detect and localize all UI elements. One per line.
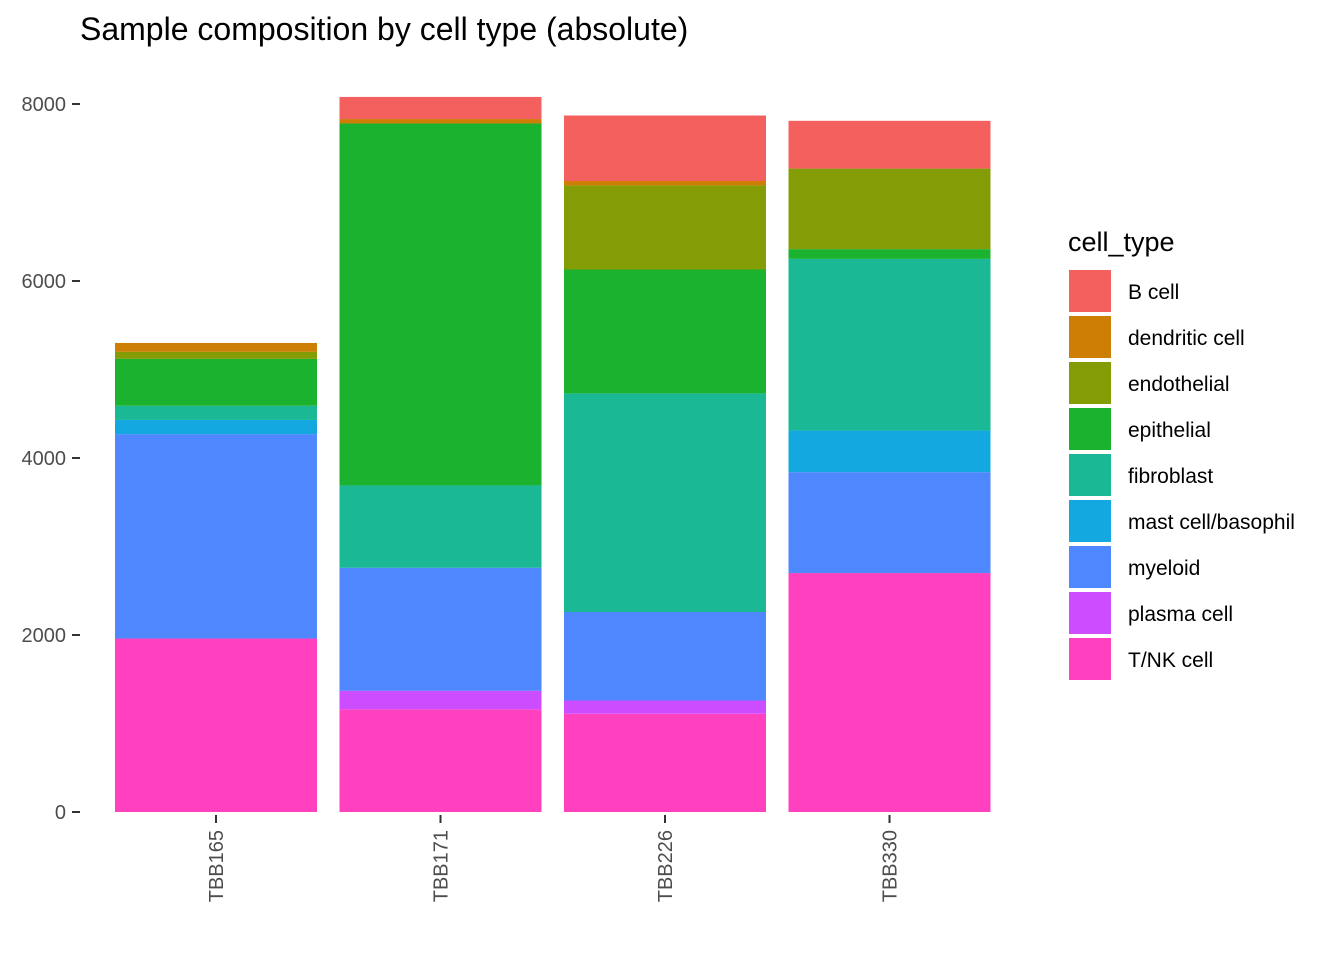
bar-segment-b-cell [564,115,766,181]
y-tick-label: 6000 [22,271,67,293]
legend-title: cell_type [1068,227,1175,257]
legend-label: fibroblast [1128,465,1213,488]
bar-segment-fibroblast [564,393,766,612]
legend-swatch [1069,270,1111,312]
legend-item: fibroblast [1069,454,1213,496]
bar-segment-t-nk-cell [788,573,991,812]
bar-segment-fibroblast [339,485,542,568]
y-tick-label: 8000 [22,94,67,116]
bar-stack-TBB171 [339,96,542,812]
y-tick-label: 2000 [22,625,67,647]
y-tick-label: 4000 [22,448,67,470]
y-tick-label: 0 [55,802,66,824]
legend-item: dendritic cell [1069,316,1245,358]
y-axis: 0 2000 4000 6000 8000 [22,94,80,824]
legend-swatch [1069,592,1111,634]
x-tick-label: TBB330 [880,830,902,902]
bar-stack-TBB330 [788,120,991,812]
bar-segment-b-cell [788,120,991,169]
x-axis: TBB165 TBB171 TBB226 TBB330 [206,815,902,902]
bar-segment-epithelial [339,123,542,486]
bar-segment-endothelial [115,351,317,359]
bar-stack-TBB165 [115,342,317,812]
x-tick-label: TBB171 [431,830,453,902]
bar-segment-t-nk-cell [339,709,542,812]
legend-swatch [1069,454,1111,496]
legend-item: T/NK cell [1069,638,1213,680]
legend-item: endothelial [1069,362,1230,404]
x-tick-label: TBB226 [655,830,677,902]
bars [115,96,991,812]
chart-title: Sample composition by cell type (absolut… [80,11,688,47]
legend-label: mast cell/basophil [1128,511,1295,534]
legend: cell_type B cell dendritic cell endothelia… [1068,227,1295,680]
bar-segment-mast-cell-basophil [788,430,991,473]
legend-item: plasma cell [1069,592,1233,634]
bar-segment-myeloid [564,611,766,701]
bar-segment-plasma-cell [564,700,766,714]
legend-item: B cell [1069,270,1179,312]
bar-segment-epithelial [115,358,317,406]
bar-segment-fibroblast [115,405,317,420]
bar-segment-b-cell [339,96,542,120]
bar-segment-endothelial [788,168,991,250]
bar-stack-TBB226 [564,115,766,812]
legend-swatch [1069,638,1111,680]
legend-item: myeloid [1069,546,1200,588]
legend-swatch [1069,500,1111,542]
x-tick-label: TBB165 [206,830,228,902]
bar-segment-t-nk-cell [564,713,766,812]
legend-label: epithelial [1128,419,1211,442]
bar-segment-plasma-cell [339,690,542,710]
bar-segment-dendritic-cell [115,342,317,352]
legend-label: plasma cell [1128,603,1233,626]
legend-swatch [1069,546,1111,588]
legend-label: endothelial [1128,373,1230,396]
bar-segment-dendritic-cell [339,119,542,124]
legend-item: epithelial [1069,408,1211,450]
bar-segment-mast-cell-basophil [115,419,317,435]
bar-segment-dendritic-cell [564,180,766,186]
bar-segment-epithelial [564,269,766,394]
bar-segment-epithelial [788,249,991,259]
legend-swatch [1069,408,1111,450]
legend-swatch [1069,362,1111,404]
legend-item: mast cell/basophil [1069,500,1295,542]
bar-segment-myeloid [115,434,317,639]
bar-segment-myeloid [788,472,991,574]
legend-label: dendritic cell [1128,327,1245,350]
legend-label: myeloid [1128,557,1200,580]
bar-segment-myeloid [339,567,542,691]
bar-segment-fibroblast [788,258,991,431]
legend-label: T/NK cell [1128,649,1213,672]
legend-label: B cell [1128,281,1179,304]
bar-segment-endothelial [564,185,766,270]
bar-segment-t-nk-cell [115,638,317,812]
legend-swatch [1069,316,1111,358]
